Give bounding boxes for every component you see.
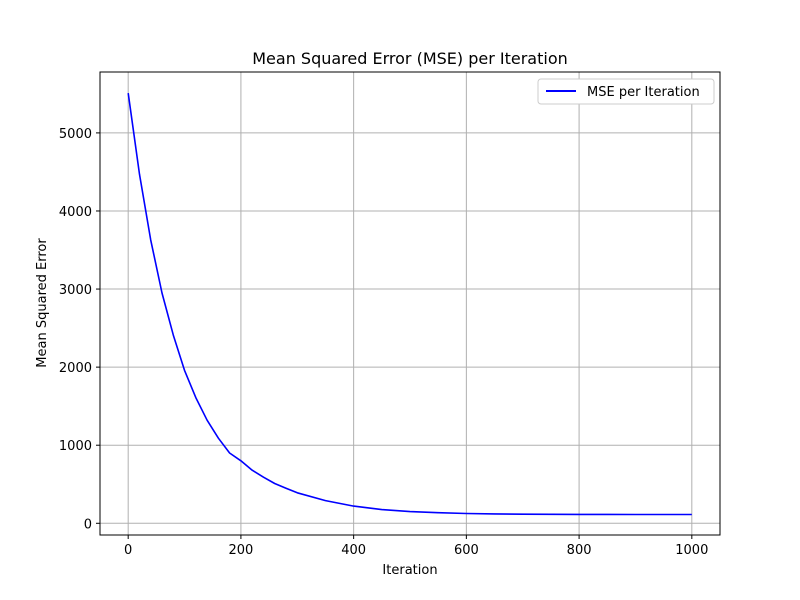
y-axis-label: Mean Squared Error	[35, 238, 50, 368]
legend-label: MSE per Iteration	[587, 85, 700, 100]
y-tick-label: 2000	[59, 361, 92, 376]
x-tick-label: 200	[228, 543, 253, 558]
y-tick-label: 4000	[59, 205, 92, 220]
y-tick-label: 1000	[59, 439, 92, 454]
legend-box	[537, 78, 715, 105]
y-axis-ticks: 0 1000 2000 3000 4000 5000	[59, 127, 100, 532]
series-line-mse	[127, 92, 692, 516]
x-tick-label: 1000	[675, 543, 708, 558]
y-tick-label: 3000	[59, 283, 92, 298]
chart-title: Mean Squared Error (MSE) per Iteration	[252, 49, 568, 68]
grid-lines	[100, 72, 720, 535]
x-tick-label: 800	[567, 543, 592, 558]
y-tick-label: 5000	[59, 127, 92, 142]
x-axis-ticks: 0 200 400 600 800 1000	[124, 535, 708, 558]
x-tick-label: 400	[341, 543, 366, 558]
legend: MSE per Iteration	[537, 78, 715, 105]
y-tick-label: 0	[84, 517, 92, 532]
series-lines	[127, 92, 692, 516]
x-tick-label: 600	[454, 543, 479, 558]
x-tick-label: 0	[124, 543, 132, 558]
x-axis-label: Iteration	[382, 563, 437, 578]
plot-frame	[99, 71, 721, 536]
